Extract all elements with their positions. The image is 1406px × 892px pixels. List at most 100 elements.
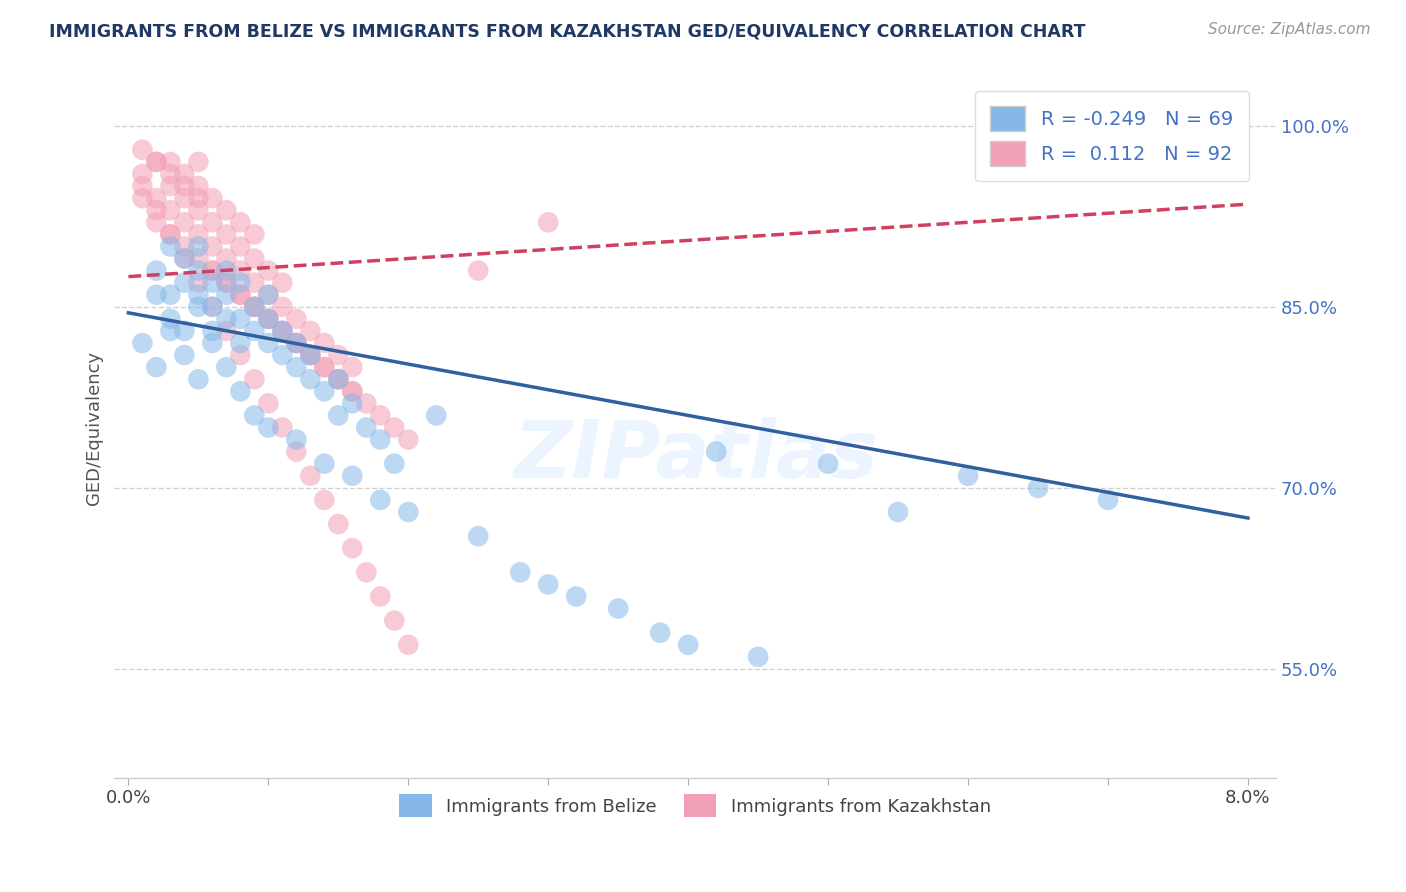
- Point: [187, 263, 209, 277]
- Point: [201, 263, 224, 277]
- Point: [285, 360, 308, 375]
- Text: ZIPatlas: ZIPatlas: [513, 417, 877, 494]
- Point: [467, 529, 489, 543]
- Point: [368, 409, 391, 423]
- Point: [425, 409, 447, 423]
- Point: [229, 287, 252, 301]
- Point: [145, 360, 167, 375]
- Point: [159, 227, 181, 242]
- Point: [257, 311, 280, 326]
- Point: [229, 384, 252, 399]
- Point: [747, 649, 769, 664]
- Point: [187, 372, 209, 386]
- Point: [187, 300, 209, 314]
- Point: [1097, 492, 1119, 507]
- Point: [173, 324, 195, 338]
- Point: [187, 179, 209, 194]
- Point: [368, 590, 391, 604]
- Point: [257, 287, 280, 301]
- Point: [467, 263, 489, 277]
- Point: [201, 300, 224, 314]
- Point: [173, 348, 195, 362]
- Point: [342, 360, 364, 375]
- Point: [201, 300, 224, 314]
- Point: [229, 215, 252, 229]
- Point: [382, 420, 405, 434]
- Point: [342, 384, 364, 399]
- Point: [131, 191, 153, 205]
- Point: [257, 287, 280, 301]
- Point: [271, 276, 294, 290]
- Point: [215, 311, 238, 326]
- Point: [229, 336, 252, 351]
- Point: [187, 276, 209, 290]
- Point: [328, 409, 350, 423]
- Point: [131, 336, 153, 351]
- Point: [285, 444, 308, 458]
- Point: [650, 625, 672, 640]
- Point: [173, 239, 195, 253]
- Point: [131, 179, 153, 194]
- Point: [131, 143, 153, 157]
- Point: [257, 311, 280, 326]
- Point: [257, 263, 280, 277]
- Point: [299, 468, 322, 483]
- Point: [173, 252, 195, 266]
- Point: [342, 468, 364, 483]
- Point: [342, 384, 364, 399]
- Point: [243, 300, 266, 314]
- Point: [159, 179, 181, 194]
- Point: [285, 311, 308, 326]
- Point: [173, 191, 195, 205]
- Point: [328, 348, 350, 362]
- Point: [342, 396, 364, 410]
- Point: [159, 203, 181, 218]
- Point: [229, 348, 252, 362]
- Point: [215, 360, 238, 375]
- Point: [271, 300, 294, 314]
- Point: [356, 420, 378, 434]
- Point: [131, 167, 153, 181]
- Point: [243, 276, 266, 290]
- Point: [368, 492, 391, 507]
- Point: [509, 566, 531, 580]
- Point: [187, 227, 209, 242]
- Point: [229, 263, 252, 277]
- Point: [285, 336, 308, 351]
- Legend: Immigrants from Belize, Immigrants from Kazakhstan: Immigrants from Belize, Immigrants from …: [392, 787, 998, 824]
- Point: [229, 276, 252, 290]
- Point: [201, 263, 224, 277]
- Point: [271, 348, 294, 362]
- Point: [215, 276, 238, 290]
- Point: [285, 336, 308, 351]
- Point: [396, 433, 419, 447]
- Point: [314, 360, 336, 375]
- Point: [676, 638, 699, 652]
- Point: [607, 601, 630, 615]
- Point: [271, 324, 294, 338]
- Point: [257, 336, 280, 351]
- Point: [187, 155, 209, 169]
- Point: [299, 348, 322, 362]
- Point: [215, 203, 238, 218]
- Point: [173, 179, 195, 194]
- Point: [145, 155, 167, 169]
- Point: [145, 263, 167, 277]
- Point: [229, 311, 252, 326]
- Point: [342, 541, 364, 556]
- Point: [159, 239, 181, 253]
- Point: [173, 167, 195, 181]
- Point: [1026, 481, 1049, 495]
- Point: [243, 252, 266, 266]
- Point: [314, 384, 336, 399]
- Point: [314, 360, 336, 375]
- Point: [314, 492, 336, 507]
- Point: [285, 433, 308, 447]
- Point: [243, 300, 266, 314]
- Point: [382, 614, 405, 628]
- Point: [201, 239, 224, 253]
- Point: [173, 215, 195, 229]
- Point: [173, 252, 195, 266]
- Point: [328, 372, 350, 386]
- Point: [215, 287, 238, 301]
